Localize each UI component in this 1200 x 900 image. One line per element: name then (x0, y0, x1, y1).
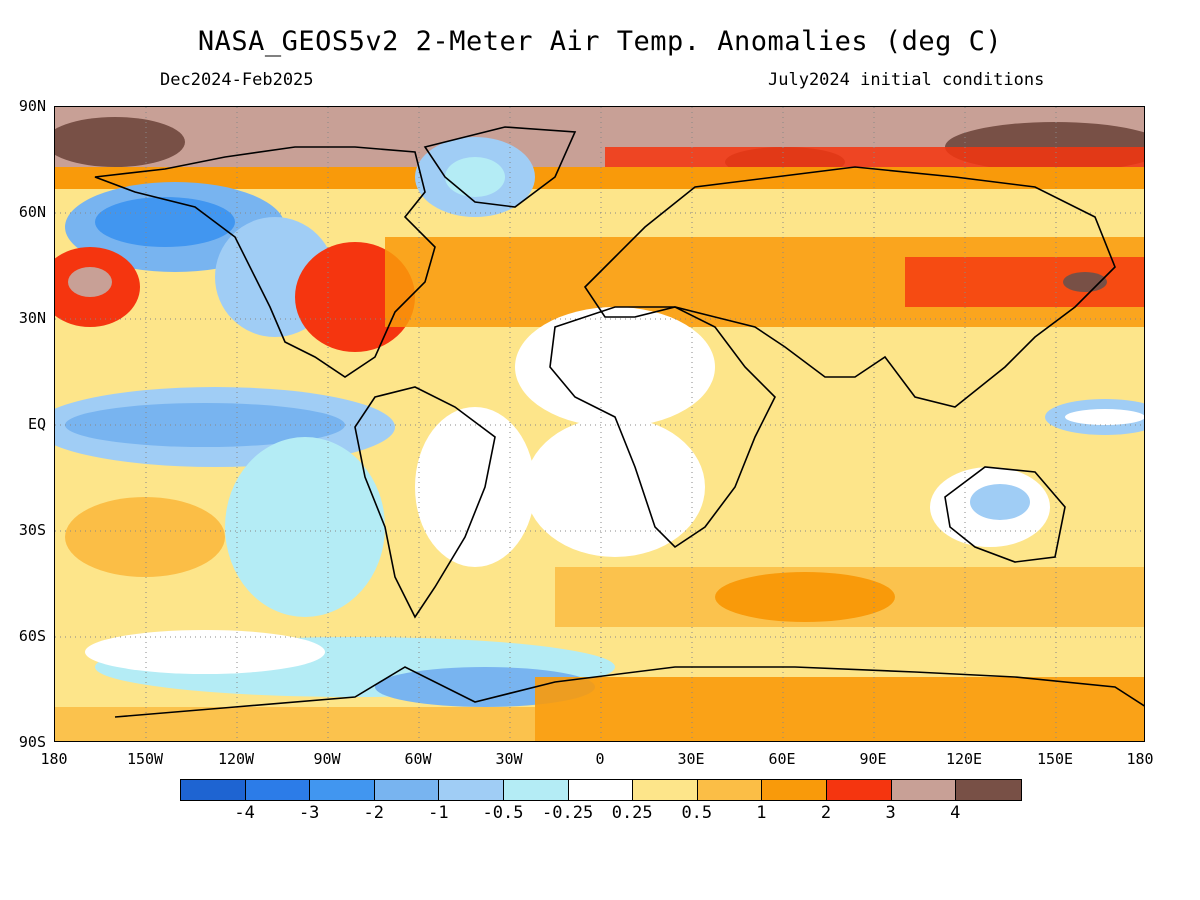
s-pacific-cool (225, 437, 385, 617)
anomaly-map-canvas (55, 107, 1144, 741)
antarctica-coast (114, 666, 1144, 718)
colorbar-swatch (568, 780, 634, 800)
anomaly-map (54, 106, 1145, 742)
colorbar-tick-label: -0.25 (542, 803, 594, 823)
coastlines (94, 126, 1144, 718)
lon-label-0: 0 (595, 750, 605, 768)
lon-label-90w: 90W (313, 750, 341, 768)
lat-label-30n: 30N (18, 309, 46, 327)
colorbar-tick-label: -4 (234, 803, 255, 823)
lon-label-30e: 30E (677, 750, 705, 768)
colorbar-swatch (245, 780, 311, 800)
lon-label-180w: 180 (40, 750, 68, 768)
colorbar-tick-label: -2 (363, 803, 385, 823)
north-america-coast (94, 146, 436, 378)
eurasia-coast (583, 166, 1116, 408)
colorbar-tick-label: 2 (820, 803, 832, 823)
initial-conditions: July2024 initial conditions (768, 70, 1045, 90)
lon-label-30w: 30W (495, 750, 523, 768)
colorbar-tick-label: 4 (950, 803, 961, 823)
atlantic-neutral (525, 417, 705, 557)
nw-pacific-hot (905, 257, 1144, 307)
colorbar-tick-label: -0.5 (482, 803, 524, 823)
antarctica-warm (535, 677, 1144, 741)
lon-label-150w: 150W (126, 750, 164, 768)
lat-label-90s: 90S (18, 733, 46, 751)
lon-label-60w: 60W (404, 750, 432, 768)
arctic-hot-spot-west (55, 117, 185, 167)
lat-lon-grid (55, 107, 1144, 741)
colorbar (180, 779, 1022, 801)
lon-label-120e: 120E (945, 750, 983, 768)
south-america-coast (354, 386, 496, 619)
sahara-neutral (515, 307, 715, 427)
australia-coast (944, 466, 1066, 563)
africa-coast (549, 306, 776, 549)
lon-label-90e: 90E (859, 750, 887, 768)
lon-label-60e: 60E (768, 750, 796, 768)
colorbar-tick-label: 0.25 (611, 803, 653, 823)
colorbar-swatch (503, 780, 569, 800)
south-america-neutral (415, 407, 535, 567)
s-pacific-warm (65, 497, 225, 577)
greenland-coast (423, 126, 577, 208)
colorbar-tick-label: 0.5 (681, 803, 713, 823)
colorbar-tick-label: -3 (298, 803, 320, 823)
lat-label-60s: 60S (18, 627, 46, 645)
colorbar-swatch (956, 780, 1021, 800)
colorbar-swatch (439, 780, 504, 800)
lat-label-90n: 90N (18, 97, 46, 115)
lat-label-60n: 60N (18, 203, 46, 221)
colorbar-swatch (891, 780, 957, 800)
colorbar-tick-label: -1 (428, 803, 449, 823)
lon-label-180e: 180 (1126, 750, 1154, 768)
colorbar-tick-label: 1 (756, 803, 767, 823)
forecast-period: Dec2024-Feb2025 (160, 70, 314, 90)
colorbar-swatch (633, 780, 698, 800)
map-title: NASA_GEOS5v2 2-Meter Air Temp. Anomalies… (197, 26, 1003, 57)
lat-label-30s: 30S (18, 521, 46, 539)
colorbar-swatch (374, 780, 440, 800)
colorbar-swatch (826, 780, 892, 800)
colorbar-swatch (762, 780, 827, 800)
colorbar-swatch (310, 780, 375, 800)
colorbar-swatch (697, 780, 763, 800)
lat-label-eq: EQ (27, 415, 46, 433)
lon-label-120w: 120W (217, 750, 255, 768)
subarctic-band (55, 167, 1144, 189)
lon-label-150e: 150E (1036, 750, 1074, 768)
colorbar-tick-label: 3 (885, 803, 896, 823)
colorbar-swatch (181, 780, 246, 800)
